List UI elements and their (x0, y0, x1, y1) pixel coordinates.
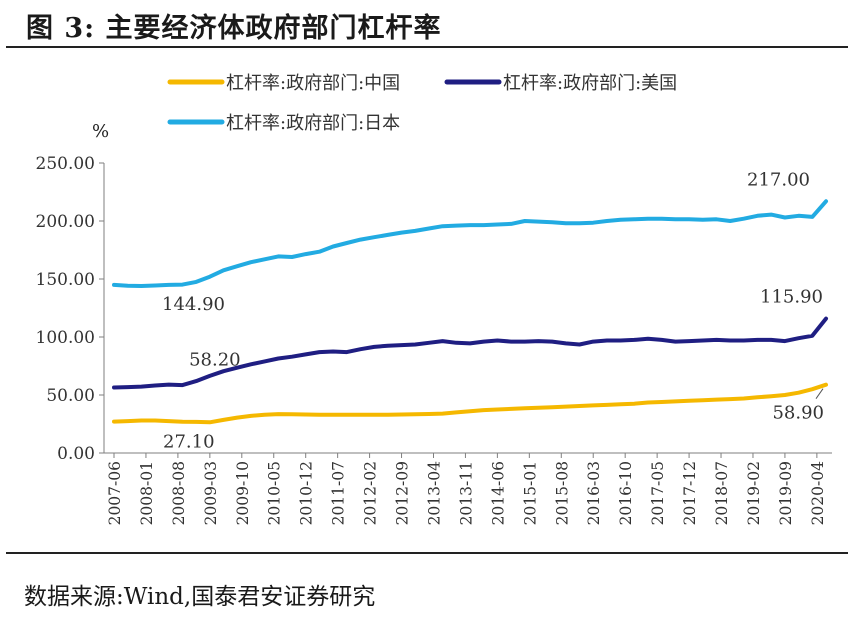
legend-label: 杠杆率:政府部门:美国 (503, 73, 677, 94)
source-note: 数据来源:Wind,国泰君安证券研究 (24, 584, 376, 610)
y-tick-label: 50.00 (46, 386, 95, 406)
series-line-2 (112, 316, 828, 390)
x-tick-label: 2016-10 (617, 461, 635, 525)
x-tick-label: 2015-08 (553, 461, 571, 525)
data-label: 58.20 (189, 349, 241, 370)
x-tick-label: 2012-02 (362, 461, 380, 525)
top-rule (6, 46, 848, 48)
legend-label: 杠杆率:政府部门:中国 (226, 73, 400, 94)
x-tick-label: 2019-09 (777, 461, 795, 525)
bottom-rule (6, 552, 848, 554)
x-tick-label: 2017-12 (681, 461, 699, 525)
x-tick-label: 2008-08 (170, 461, 188, 525)
x-tick-label: 2019-02 (745, 461, 763, 525)
legend-label: 杠杆率:政府部门:日本 (226, 113, 400, 134)
figure-title: 图 3: 主要经济体政府部门杠杆率 (26, 13, 442, 44)
x-tick-label: 2010-05 (266, 461, 284, 525)
x-tick-label: 2015-01 (521, 461, 539, 525)
x-tick-label: 2009-10 (234, 461, 252, 525)
x-tick-label: 2016-03 (585, 461, 603, 525)
y-unit-label: % (92, 121, 109, 142)
x-tick-label: 2020-04 (809, 461, 827, 526)
x-tick-label: 2012-09 (394, 461, 412, 525)
data-label: 144.90 (162, 294, 225, 315)
data-label: 217.00 (747, 169, 810, 190)
series-line-3 (112, 199, 828, 288)
x-tick-label: 2013-04 (425, 461, 443, 526)
x-tick-label: 2007-06 (106, 461, 124, 525)
x-tick-label: 2008-01 (138, 461, 156, 525)
data-label: 115.90 (760, 287, 823, 308)
x-tick-label: 2018-07 (713, 461, 731, 525)
data-label: 27.10 (163, 432, 215, 453)
label-leader-line (815, 388, 824, 399)
x-tick-label: 2013-11 (457, 461, 475, 525)
y-tick-label: 0.00 (57, 444, 95, 464)
series-line-1 (112, 382, 828, 425)
x-tick-label: 2014-06 (489, 461, 507, 525)
x-tick-label: 2010-12 (298, 461, 316, 525)
y-tick-label: 150.00 (36, 270, 95, 290)
x-tick-label: 2017-05 (649, 461, 667, 525)
x-tick-label: 2009-03 (202, 461, 220, 525)
y-tick-label: 100.00 (36, 328, 95, 348)
y-tick-label: 200.00 (36, 212, 95, 232)
data-label: 58.90 (772, 403, 824, 424)
x-tick-label: 2011-07 (330, 461, 348, 525)
y-tick-label: 250.00 (36, 154, 95, 174)
